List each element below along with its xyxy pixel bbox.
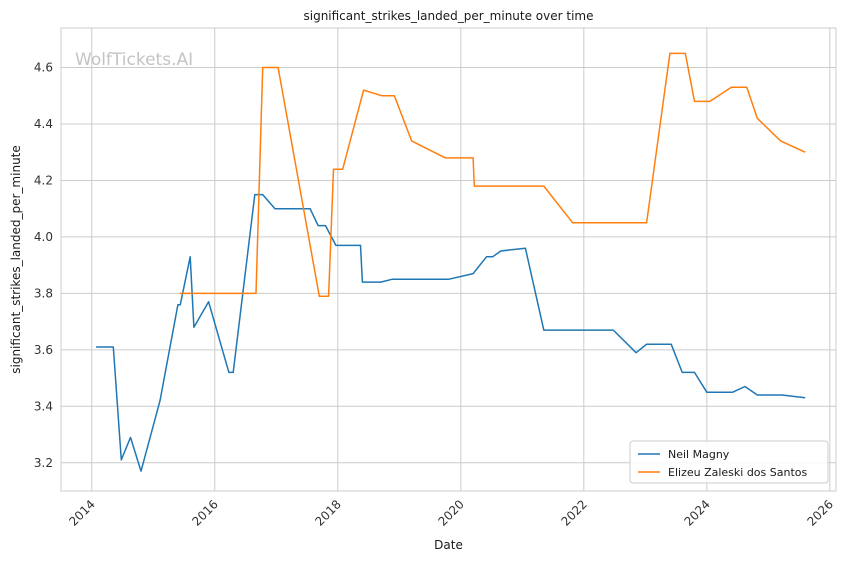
y-tick-label: 3.2 [34,456,53,470]
plot-area [60,27,837,492]
y-tick-label: 3.8 [34,286,53,300]
y-axis-label: significant_strikes_landed_per_minute [9,145,23,374]
x-tick-label: 2020 [435,497,466,528]
y-tick-label: 4.6 [34,61,53,75]
x-axis-ticks: 2014 2016 2018 2020 2022 2024 2026 [66,497,836,528]
legend: Neil Magny Elizeu Zaleski dos Santos [629,440,829,484]
chart-title: significant_strikes_landed_per_minute ov… [303,9,593,23]
x-gridlines [91,28,831,491]
y-tick-label: 4.2 [34,173,53,187]
x-tick-label: 2014 [66,497,97,528]
x-tick-label: 2022 [558,497,589,528]
x-axis-label: Date [434,538,463,552]
x-tick-label: 2018 [312,497,343,528]
legend-box [629,440,829,484]
y-tick-label: 4.4 [34,117,53,131]
series-line-0 [96,193,806,472]
legend-label: Elizeu Zaleski dos Santos [668,466,808,479]
y-tick-label: 4.0 [34,230,53,244]
series-layer [96,52,806,472]
x-tick-label: 2026 [804,497,835,528]
series-line-1 [179,52,806,297]
legend-label: Neil Magny [668,448,730,461]
y-axis-ticks: 3.2 3.4 3.6 3.8 4.0 4.2 4.4 4.6 [34,61,53,470]
y-tick-label: 3.4 [34,399,53,413]
x-tick-label: 2024 [681,497,712,528]
watermark-text: WolfTickets.AI [75,50,193,70]
y-tick-label: 3.6 [34,343,53,357]
x-tick-label: 2016 [189,497,220,528]
